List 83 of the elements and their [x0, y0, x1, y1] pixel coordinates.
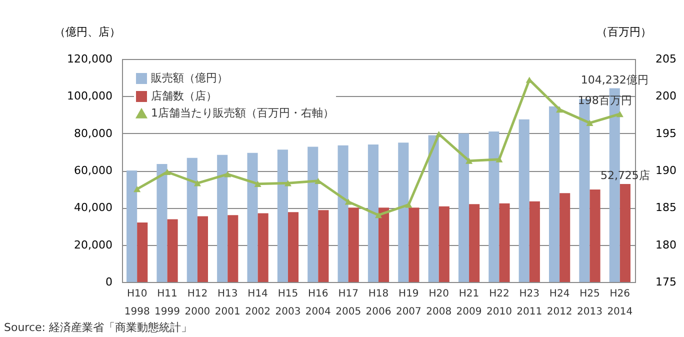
x-tick-label: H11 1999 [154, 288, 180, 318]
x-tick-label: H22 2010 [486, 288, 512, 318]
bar [488, 131, 500, 282]
bar [368, 144, 378, 282]
x-tick-label: H10 1998 [124, 288, 150, 318]
bar [348, 208, 359, 282]
point [374, 212, 382, 218]
x-tick-label: H13 2001 [214, 288, 240, 318]
point [134, 186, 141, 192]
x-tick-label: H17 2005 [336, 288, 362, 318]
y2-tick-label: 185 [656, 201, 676, 214]
bar [126, 170, 138, 282]
y-tick-label: 20,000 [74, 238, 112, 252]
bar [469, 204, 480, 282]
bar [458, 133, 470, 282]
x-tick-label: H16 2004 [305, 288, 331, 318]
point [194, 180, 201, 186]
bar [590, 189, 600, 282]
bar [499, 203, 510, 282]
x-tick-label: H14 2002 [245, 288, 271, 318]
bar [620, 184, 630, 282]
y-tick-label: 120,000 [67, 52, 112, 66]
bar [197, 216, 208, 282]
y-axis-title: （億円、店） [54, 26, 120, 38]
bar [137, 222, 148, 282]
bar [308, 146, 318, 282]
x-tick-label: H19 2007 [396, 288, 422, 318]
y-tick-label: 80,000 [74, 126, 112, 140]
point [556, 106, 564, 113]
bar [438, 206, 450, 282]
y2-tick-label: 195 [656, 126, 676, 140]
point [616, 110, 624, 118]
x-tick-label: H26 2014 [607, 288, 633, 318]
point [164, 168, 171, 176]
bar [167, 219, 178, 282]
x-tick-label: H15 2003 [275, 288, 301, 318]
bar [378, 208, 390, 282]
x-tick-label: H25 2013 [577, 288, 602, 318]
x-tick-label: H23 2011 [516, 288, 542, 318]
y2-tick-label: 200 [656, 90, 676, 103]
point [284, 180, 292, 186]
x-tick-label: H12 2000 [184, 288, 210, 318]
bar [428, 135, 439, 282]
source-note: Source: 経済産業省「商業動態統計」 [4, 321, 192, 334]
bar [529, 201, 540, 282]
x-tick-label: H24 2012 [546, 288, 572, 318]
bar [277, 150, 288, 282]
bar [186, 158, 198, 282]
x-tick-label: H18 2006 [366, 288, 392, 318]
point [224, 171, 232, 178]
point [465, 158, 473, 164]
y2-tick-label: 205 [656, 52, 676, 66]
point [405, 202, 412, 208]
point [586, 120, 594, 126]
y-tick-label: 40,000 [74, 201, 112, 214]
y2-axis-title: （百万円） [596, 26, 652, 38]
bar [560, 193, 570, 282]
bar [247, 152, 258, 282]
bar [156, 164, 168, 282]
legend-label: 1店舗当たり販売額（百万円・右軸） [151, 106, 334, 120]
bar [258, 213, 268, 282]
bar [338, 145, 348, 282]
bar [398, 142, 409, 282]
bar [217, 154, 228, 282]
y2-tick-label: 190 [656, 164, 676, 177]
point [254, 180, 262, 187]
y-tick-label: 100,000 [67, 90, 112, 103]
bar [408, 208, 420, 282]
y-tick-label: 0 [106, 276, 112, 288]
bar [518, 119, 530, 282]
point [496, 156, 503, 162]
bar [318, 210, 329, 282]
legend-label: 販売額（億円） [151, 72, 228, 84]
bar [548, 106, 560, 282]
legend-label: 店舗数（店） [151, 90, 217, 102]
point [344, 198, 352, 205]
y-tick-label: 60,000 [74, 164, 112, 177]
bar [288, 212, 299, 282]
y2-tick-label: 175 [656, 276, 676, 288]
y2-tick-label: 180 [656, 238, 676, 252]
bar [228, 215, 238, 282]
x-tick-label: H21 2009 [456, 288, 482, 318]
x-tick-label: H20 2008 [426, 288, 452, 318]
